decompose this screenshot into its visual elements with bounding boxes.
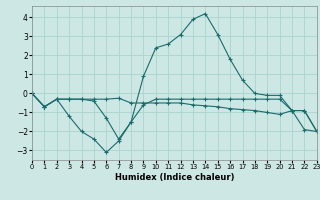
X-axis label: Humidex (Indice chaleur): Humidex (Indice chaleur) [115,173,234,182]
